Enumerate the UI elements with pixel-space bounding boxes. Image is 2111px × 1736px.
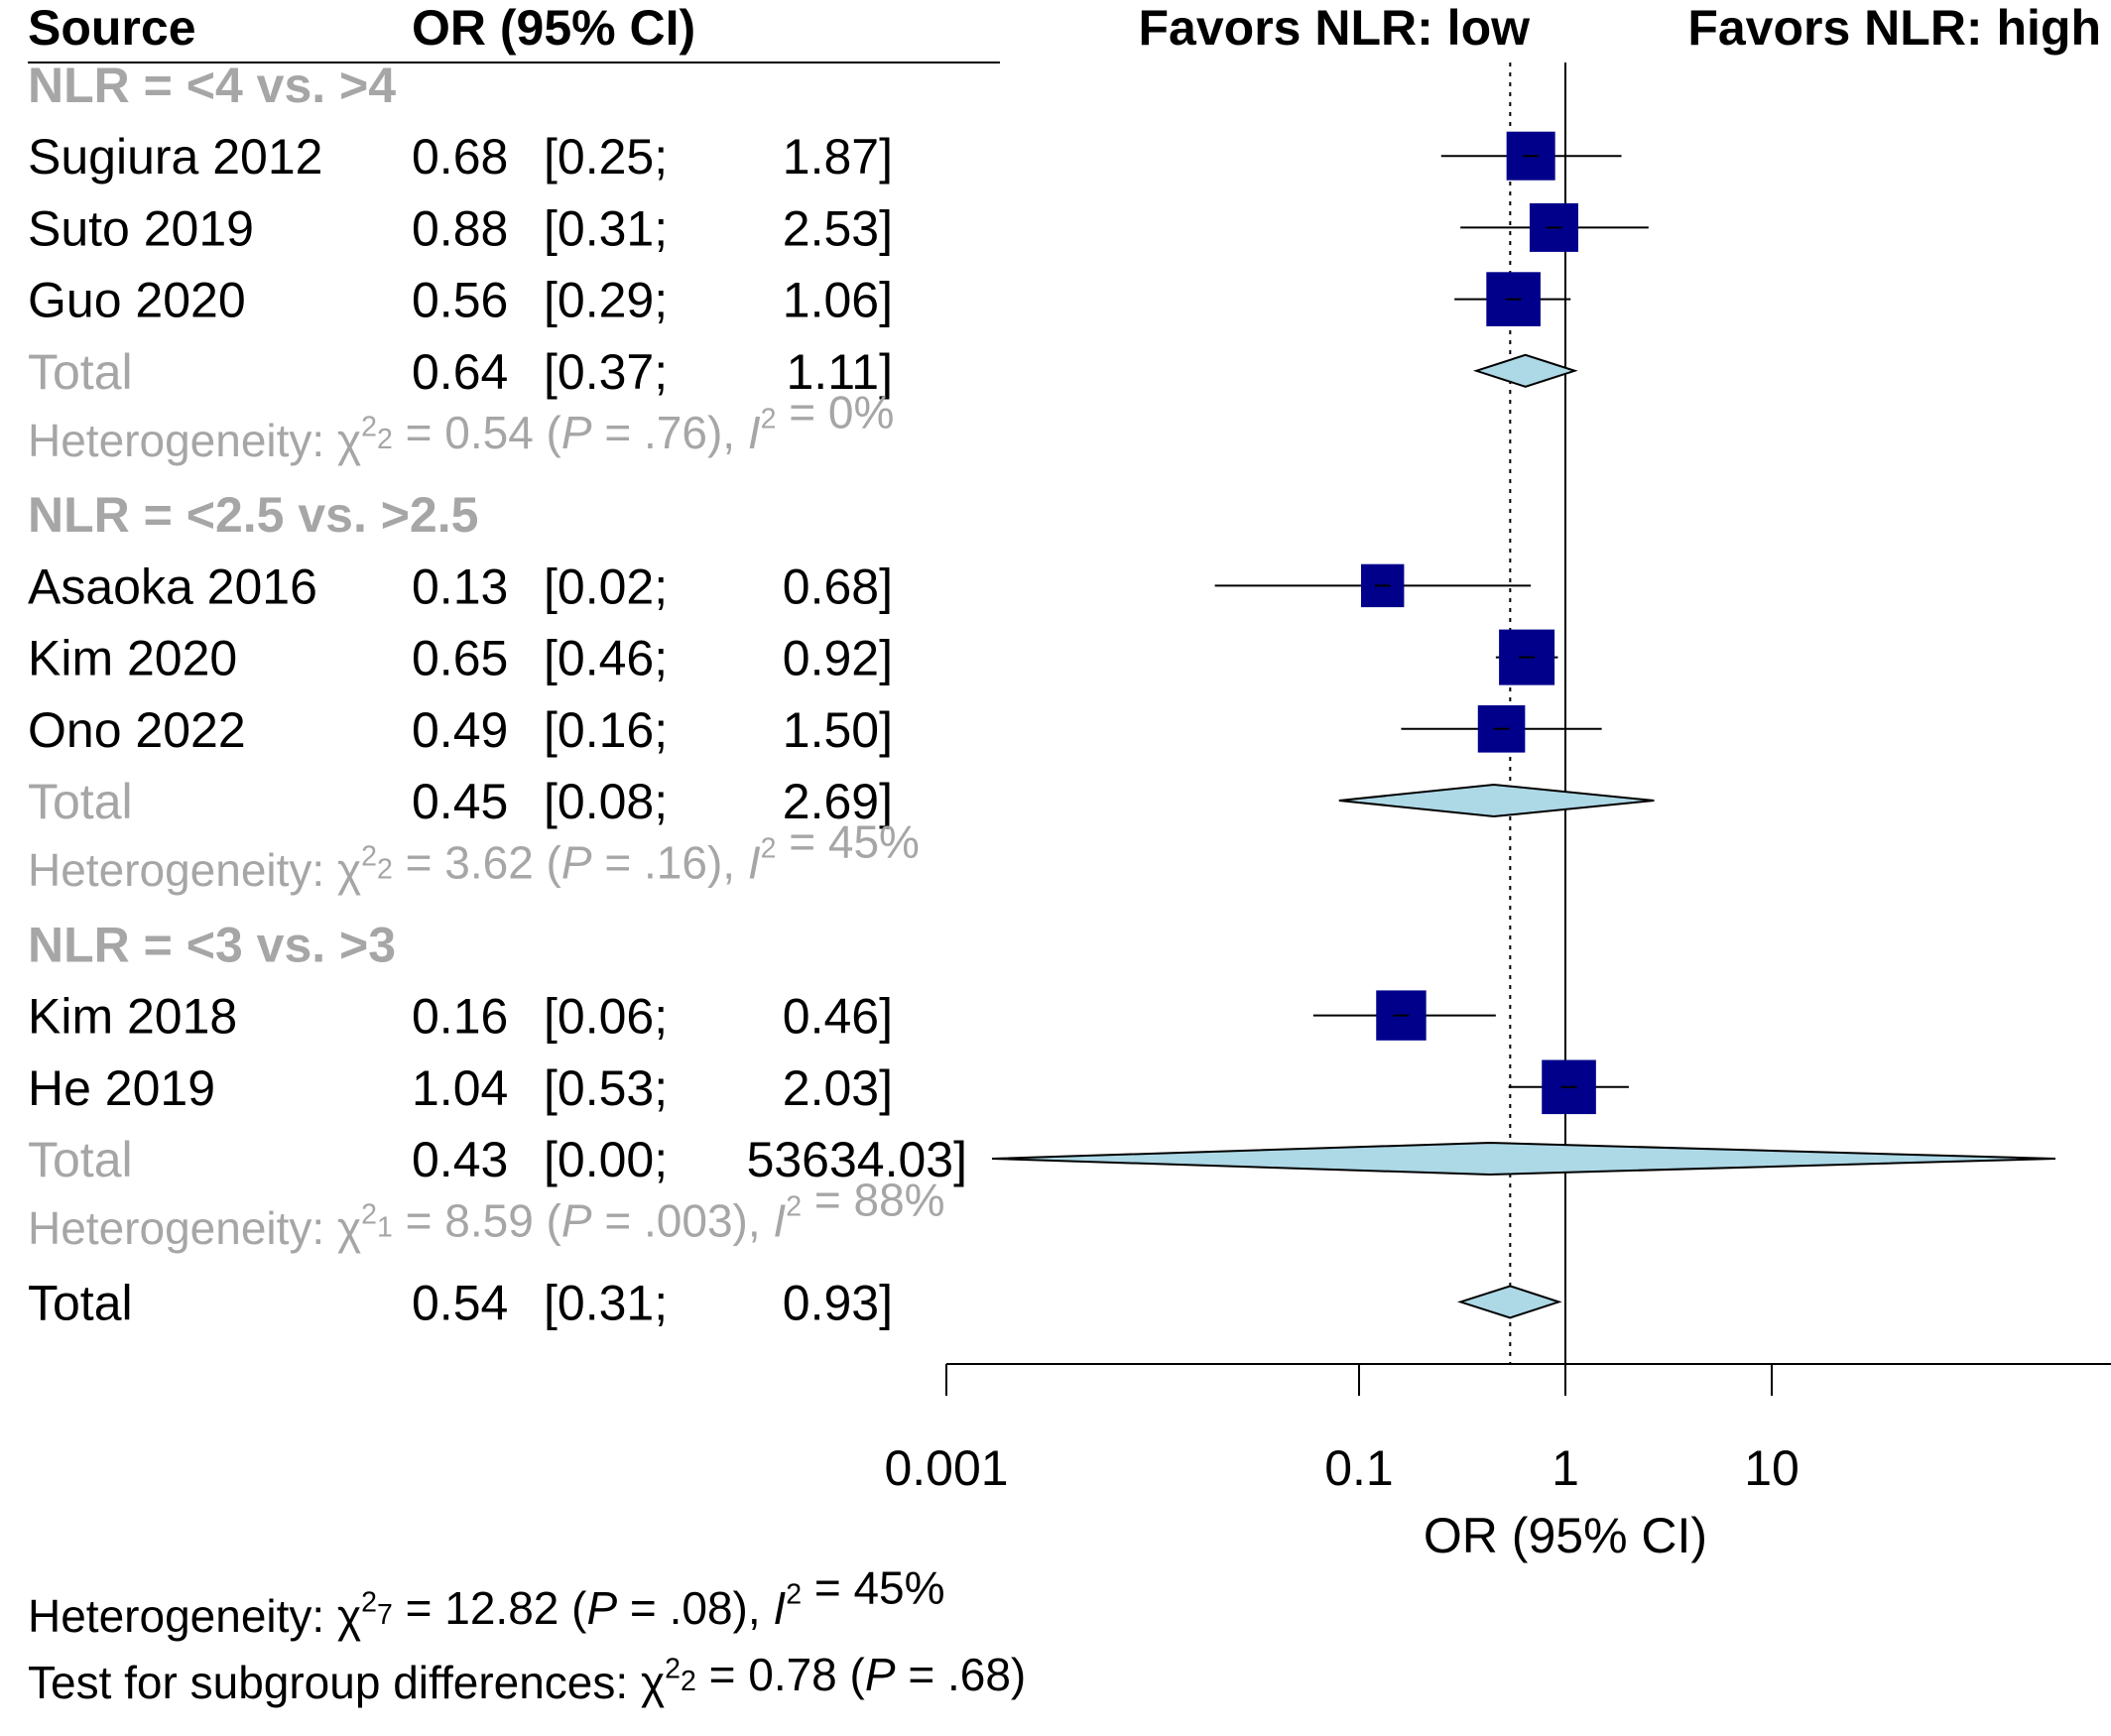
ci-lower: [0.37; <box>544 344 668 400</box>
study-source: Ono 2022 <box>28 702 246 758</box>
subgroup-heterogeneity: Heterogeneity: χ22 = 3.62 (P = .16), I2 … <box>28 816 920 897</box>
ci-upper: 1.11] <box>787 344 894 400</box>
subgroup-title: NLR = <2.5 vs. >2.5 <box>28 487 478 543</box>
x-axis-tick-label: 0.1 <box>1324 1440 1394 1496</box>
study-source: Sugiura 2012 <box>28 129 322 185</box>
or-value: 0.65 <box>412 631 508 686</box>
or-value: 0.49 <box>412 702 508 758</box>
footer-subgroup-test: Test for subgroup differences: χ22 = 0.7… <box>28 1649 1026 1708</box>
ci-upper: 2.69] <box>783 774 893 829</box>
subgroup-title: NLR = <4 vs. >4 <box>28 58 396 113</box>
x-axis-tick-label: 10 <box>1744 1440 1800 1496</box>
subgroup-total-label: Total <box>28 344 133 400</box>
ci-lower: [0.00; <box>544 1132 668 1187</box>
or-value: 0.54 <box>412 1275 508 1330</box>
ci-upper: 2.03] <box>783 1060 893 1116</box>
axis-label: OR (95% CI) <box>1424 1508 1707 1563</box>
header-or-ci: OR (95% CI) <box>412 0 695 56</box>
or-value: 0.68 <box>412 129 508 185</box>
or-value: 0.45 <box>412 774 508 829</box>
ci-lower: [0.06; <box>544 989 668 1045</box>
ci-upper: 0.46] <box>783 989 893 1045</box>
ci-upper: 0.93] <box>783 1275 893 1330</box>
x-axis-tick-label: 1 <box>1552 1440 1579 1496</box>
or-value: 0.43 <box>412 1132 508 1187</box>
header-source: Source <box>28 0 196 56</box>
overall-total-label: Total <box>28 1275 133 1330</box>
or-value: 0.16 <box>412 989 508 1045</box>
ci-lower: [0.16; <box>544 702 668 758</box>
rows: NLR = <4 vs. >4 Sugiura 2012 0.68 [0.25; 1.8… <box>28 58 2056 1330</box>
study-source: Asaoka 2016 <box>28 558 317 614</box>
subgroup-diamond <box>1472 353 1578 388</box>
ci-lower: [0.08; <box>544 774 668 829</box>
study-source: Kim 2020 <box>28 631 237 686</box>
ci-lower: [0.02; <box>544 558 668 614</box>
subgroup-diamond <box>991 1141 2056 1177</box>
or-value: 0.88 <box>412 200 508 256</box>
footer-overall-heterogeneity: Heterogeneity: χ27 = 12.82 (P = .08), I2… <box>28 1561 945 1642</box>
x-axis-tick-label: 0.001 <box>884 1440 1008 1496</box>
study-source: Kim 2018 <box>28 989 237 1045</box>
or-value: 0.64 <box>412 344 508 400</box>
subgroup-total-label: Total <box>28 1132 133 1187</box>
study-source: Suto 2019 <box>28 200 254 256</box>
ci-lower: [0.31; <box>544 1275 668 1330</box>
subgroup-title: NLR = <3 vs. >3 <box>28 917 396 972</box>
ci-upper: 1.06] <box>783 273 893 328</box>
header-favors-high: Favors NLR: high <box>1687 0 2101 56</box>
ci-upper: 53634.03] <box>747 1132 967 1187</box>
study-source: He 2019 <box>28 1060 215 1116</box>
ci-lower: [0.29; <box>544 273 668 328</box>
header-favors-low: Favors NLR: low <box>1139 0 1531 56</box>
study-source: Guo 2020 <box>28 273 246 328</box>
ci-upper: 2.53] <box>783 200 893 256</box>
ci-upper: 0.92] <box>783 631 893 686</box>
overall-diamond <box>1456 1285 1562 1319</box>
or-value: 1.04 <box>412 1060 508 1116</box>
subgroup-heterogeneity: Heterogeneity: χ22 = 0.54 (P = .76), I2 … <box>28 386 894 466</box>
subgroup-total-label: Total <box>28 774 133 829</box>
ci-lower: [0.25; <box>544 129 668 185</box>
ci-lower: [0.31; <box>544 200 668 256</box>
or-value: 0.56 <box>412 273 508 328</box>
subgroup-diamond <box>1338 783 1655 818</box>
ci-lower: [0.53; <box>544 1060 668 1116</box>
or-value: 0.13 <box>412 558 508 614</box>
ci-lower: [0.46; <box>544 631 668 686</box>
subgroup-heterogeneity: Heterogeneity: χ21 = 8.59 (P = .003), I2… <box>28 1175 945 1255</box>
ci-upper: 1.50] <box>783 702 893 758</box>
ci-upper: 0.68] <box>783 558 893 614</box>
ci-upper: 1.87] <box>783 129 893 185</box>
